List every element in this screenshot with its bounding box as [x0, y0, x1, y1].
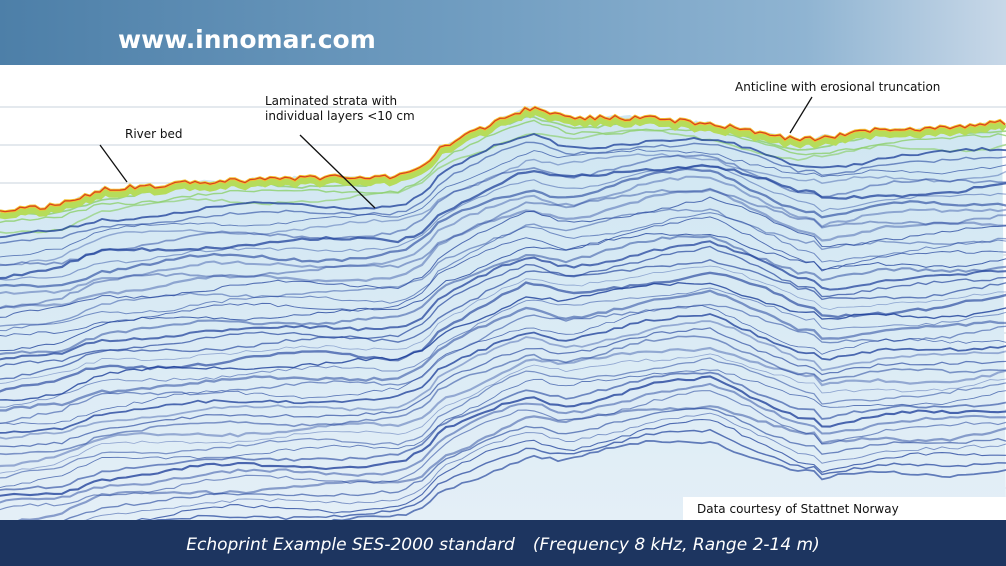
reflector	[0, 282, 1006, 402]
reflector	[0, 369, 1006, 488]
reflector	[0, 141, 1006, 244]
reflector	[0, 163, 1006, 281]
reflector	[0, 245, 1006, 368]
caption-main: Echoprint Example SES-2000 standard	[186, 535, 515, 555]
leader-line	[789, 96, 813, 134]
reflector	[0, 132, 1006, 239]
reflector	[0, 240, 1006, 361]
header-url: www.innomar.com	[118, 25, 376, 54]
leader-line	[99, 144, 128, 183]
reflector	[0, 371, 1006, 491]
reflector	[0, 212, 1006, 332]
reflector	[0, 305, 1006, 425]
reflector	[0, 303, 1006, 425]
annotations: River bed Laminated strata withindividual…	[99, 80, 940, 209]
reflector	[0, 188, 1006, 310]
caption-bar	[0, 520, 1006, 566]
reflector	[0, 346, 1006, 468]
caption: Echoprint Example SES-2000 standard (Freq…	[186, 535, 820, 555]
reflector	[0, 320, 1006, 440]
header-band	[0, 0, 1006, 65]
reflector	[0, 287, 1006, 408]
caption-detail: (Frequency 8 kHz, Range 2-14 m)	[533, 535, 820, 555]
reflector	[0, 187, 1006, 309]
reflector	[0, 208, 1006, 327]
reflector	[331, 440, 1006, 520]
reflector	[0, 154, 1006, 267]
reflector	[0, 375, 1006, 497]
reflector	[63, 407, 1006, 520]
reflector	[0, 148, 1006, 258]
reflector	[0, 357, 1006, 479]
annotation-label: River bed	[125, 127, 183, 141]
reflector	[0, 128, 1006, 234]
reflector	[83, 412, 1006, 520]
reflector	[0, 289, 1006, 412]
reflector	[0, 353, 1006, 474]
reflector	[136, 418, 1006, 520]
reflector	[0, 259, 1006, 380]
reflector	[0, 175, 1006, 295]
credit: Data courtesy of Stattnet Norway	[697, 502, 899, 516]
reflector	[0, 265, 1006, 384]
annotation-label: Anticline with erosional truncation	[735, 80, 940, 94]
reflector	[0, 335, 1006, 456]
reflector	[0, 382, 1006, 504]
reflector	[0, 235, 1006, 356]
seabed-green	[0, 107, 1006, 220]
seabed-red	[0, 106, 1006, 213]
reflector	[0, 167, 1006, 288]
reflector	[0, 313, 1006, 434]
annotation-label: Laminated strata with	[265, 94, 397, 108]
sediment	[0, 107, 1006, 520]
reflector	[0, 164, 1006, 280]
reflector	[152, 428, 1006, 520]
reflector	[0, 390, 1006, 511]
reflector	[0, 153, 1006, 266]
annotation-label: individual layers <10 cm	[265, 109, 415, 123]
seismic-profile	[0, 105, 1006, 520]
reflector	[0, 196, 1006, 318]
reflector	[0, 233, 1006, 352]
reflector	[17, 405, 1006, 520]
leader-line	[299, 134, 376, 209]
credit-box	[683, 497, 1006, 520]
reflector	[0, 327, 1006, 448]
